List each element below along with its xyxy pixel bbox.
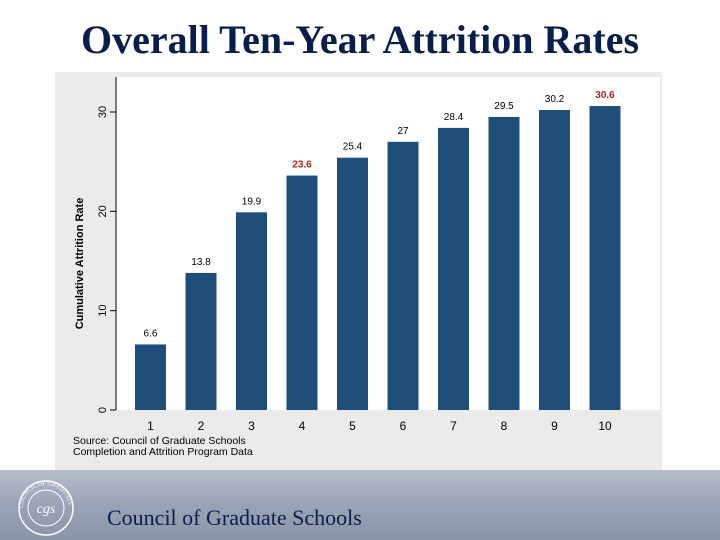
cgs-seal-logo: COUNCIL OF GRADUATE SCHOOLS cgs: [14, 476, 74, 536]
footer-band: [0, 470, 720, 540]
slide-title: Overall Ten-Year Attrition Rates: [80, 17, 640, 62]
y-tick-label: 0: [97, 407, 109, 413]
bar-value-label: 13.8: [191, 257, 211, 268]
x-tick-label: 3: [248, 419, 255, 433]
source-note-line-2: Completion and Attrition Program Data: [73, 446, 253, 458]
organization-name: Council of Graduate Schools: [107, 505, 362, 530]
x-tick-label: 4: [299, 419, 306, 433]
y-tick-label: 10: [97, 305, 109, 317]
bar: [488, 116, 520, 410]
attrition-bar-chart: 0 10 20 30 Cumulative Attrition Rate 6.6 1 13.8…: [74, 77, 660, 433]
bar-value-label: 25.4: [343, 142, 363, 153]
bar: [387, 141, 419, 411]
bar: [185, 272, 217, 410]
x-tick-label: 6: [400, 419, 407, 433]
x-tick-label: 10: [598, 419, 612, 433]
bar-value-label: 23.6: [292, 160, 312, 171]
x-tick-label: 2: [198, 419, 205, 433]
x-tick-label: 8: [501, 419, 508, 433]
bar: [539, 110, 570, 410]
bar-value-label: 29.5: [494, 101, 514, 112]
bar-value-label: 30.2: [545, 94, 565, 105]
bar-value-label: 6.6: [144, 328, 158, 339]
bar: [236, 212, 267, 410]
x-tick-label: 9: [551, 419, 558, 433]
seal-monogram: cgs: [37, 502, 56, 517]
x-tick-label: 5: [349, 419, 356, 433]
source-note-line-1: Source: Council of Graduate Schools: [73, 435, 246, 447]
bar: [286, 175, 318, 410]
bar-value-label: 19.9: [242, 196, 262, 207]
bar-value-label: 27: [397, 126, 409, 137]
bar: [135, 344, 166, 410]
bar-value-label: 28.4: [444, 112, 464, 123]
y-axis-title: Cumulative Attrition Rate: [74, 198, 86, 330]
source-note: Source: Council of Graduate Schools Comp…: [73, 436, 253, 458]
chart-panel: 0 10 20 30 Cumulative Attrition Rate 6.6 1 13.8…: [55, 72, 662, 470]
x-tick-label: 7: [450, 419, 457, 433]
y-tick-label: 30: [97, 106, 109, 118]
bar-value-label: 30.6: [595, 90, 615, 101]
x-tick-label: 1: [147, 419, 154, 433]
bar: [337, 157, 368, 410]
bar: [589, 106, 621, 410]
y-tick-label: 20: [97, 205, 109, 217]
bar: [438, 127, 469, 410]
